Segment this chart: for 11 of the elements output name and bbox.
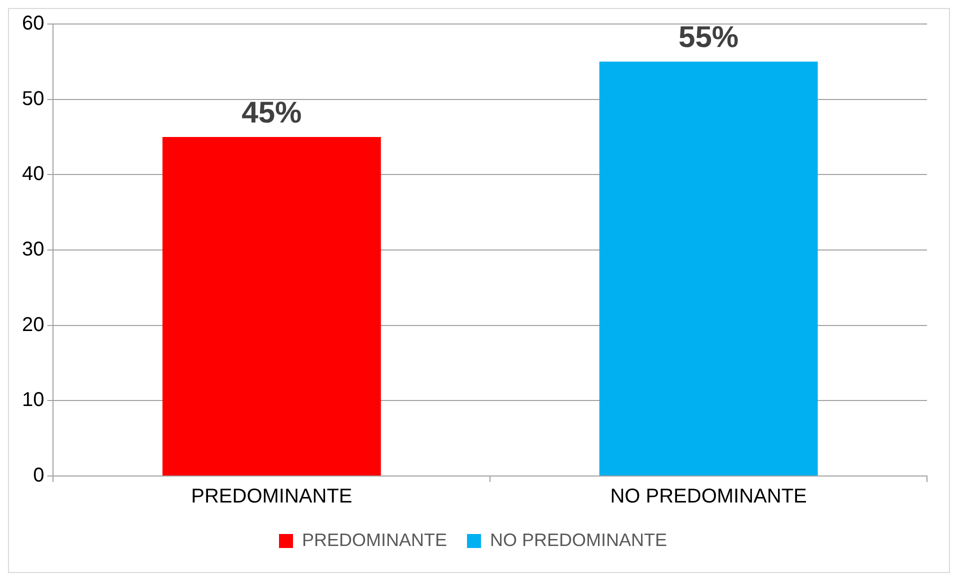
legend-label: PREDOMINANTE (302, 530, 448, 550)
legend-label: NO PREDOMINANTE (490, 530, 668, 550)
y-tick-label: 20 (22, 314, 44, 336)
y-tick-label: 60 (22, 12, 44, 35)
y-tick-label: 40 (22, 163, 44, 186)
data-label: 45% (242, 96, 302, 130)
y-tick-label: 50 (22, 88, 44, 110)
data-label: 55% (678, 20, 739, 54)
y-tick-label: 30 (22, 238, 44, 261)
y-tick-label: 0 (33, 464, 44, 487)
y-tick-label: 10 (22, 389, 44, 412)
